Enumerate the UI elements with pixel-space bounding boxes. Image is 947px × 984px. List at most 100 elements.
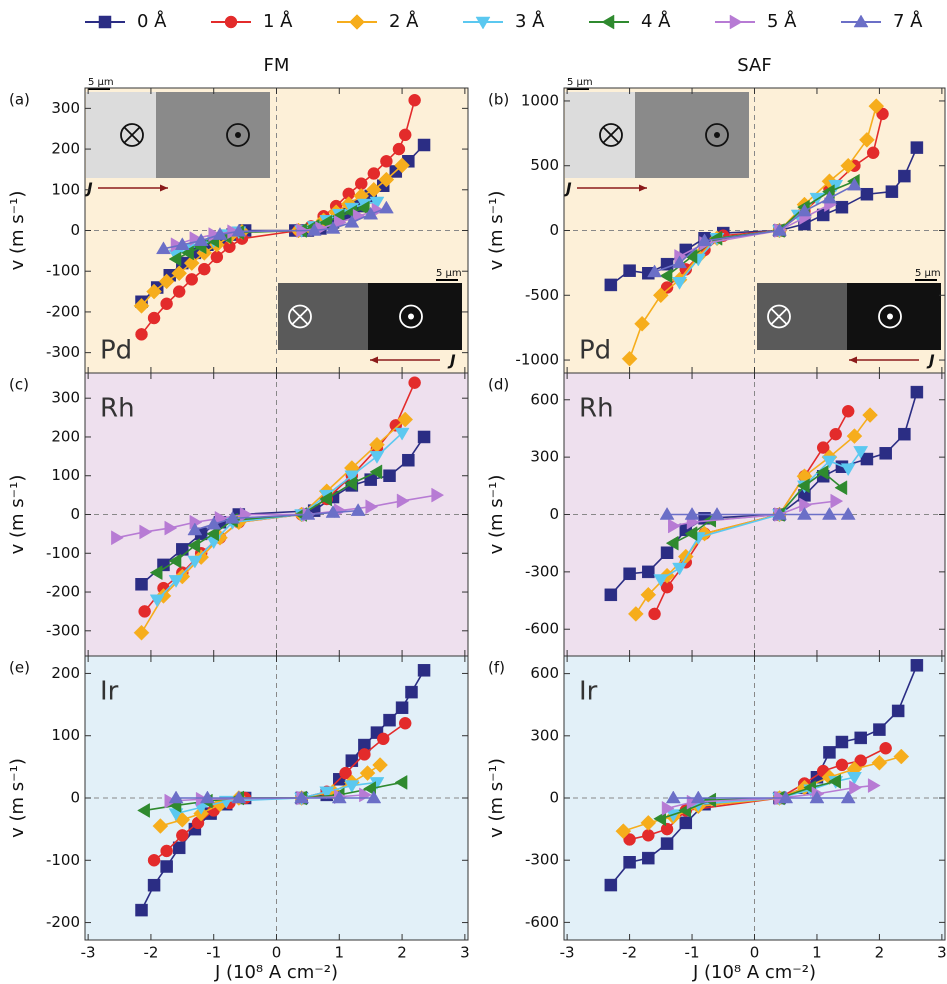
marker [653,574,669,588]
marker [910,385,924,399]
legend-marker [601,14,615,30]
legend-label: 0 Å [137,10,167,32]
marker [910,141,924,154]
marker [187,522,203,536]
material-label: Ir [100,677,119,707]
legend-marker [475,16,491,30]
panel: -300 -200 -100 0 100 200 300 v (m s⁻¹) (c) Rh [7,372,469,657]
marker [212,227,228,240]
marker [815,464,829,480]
marker [898,169,911,183]
current-label: J [926,352,935,370]
marker [172,841,186,855]
marker [772,223,787,236]
y-axis-label: v (m s⁻¹) [7,475,28,555]
marker [172,285,186,298]
column-title: SAF [737,55,771,76]
marker [325,505,341,518]
y-tick-label: 200 [51,664,80,682]
marker [672,562,687,576]
scale-label: 5 μm [915,268,941,279]
marker [709,507,725,520]
y-tick-label: 600 [530,664,559,682]
y-tick-label: -600 [525,913,559,931]
y-axis-label: v (m s⁻¹) [486,475,507,555]
marker [168,575,184,588]
marker [356,200,370,216]
marker [652,287,669,304]
marker [846,772,862,785]
symbol [399,304,423,329]
marker [183,255,200,271]
marker [822,455,837,469]
marker [383,469,396,482]
panel-label: (e) [9,659,30,677]
marker [862,407,878,423]
marker [319,786,335,800]
arrow-head [160,184,168,192]
y-tick-label: 500 [530,156,559,174]
marker [231,790,247,804]
marker [604,588,618,602]
symbol [714,132,720,138]
marker [840,463,856,477]
marker [168,790,184,804]
marker [383,713,396,727]
marker [623,833,636,846]
marker [367,167,381,180]
marker [772,507,787,520]
y-tick-label: -300 [525,851,559,869]
marker [135,578,148,591]
marker [378,200,394,214]
marker [797,507,812,520]
marker [642,565,655,579]
symbol [291,308,309,325]
marker [879,447,892,460]
marker [225,510,240,524]
marker [397,411,414,428]
marker [344,470,360,484]
current-label: J [563,180,572,198]
marker [822,190,837,204]
marker [187,538,201,553]
marker [149,594,165,608]
x-tick-label: -2 [143,944,158,962]
x-tick-label: -2 [622,944,637,962]
y-tick-label: 300 [530,448,559,466]
symbol [226,123,250,147]
scale-label: 5 μm [436,268,462,279]
y-tick-label: 100 [51,726,80,744]
marker [828,773,841,789]
marker [661,800,675,816]
marker [176,829,189,842]
marker [408,376,421,389]
marker [840,157,857,174]
marker [198,262,211,276]
marker [841,404,855,418]
legend-label: 4 Å [641,10,671,32]
marker [809,790,825,804]
marker [627,606,644,622]
marker [344,780,360,794]
marker [846,428,863,444]
legend-label: 3 Å [515,10,545,32]
marker [160,844,173,858]
panel-label: (a) [9,91,30,109]
marker [376,732,390,746]
marker [690,790,706,804]
marker [199,790,215,804]
marker [111,530,124,546]
x-tick-label: -3 [560,944,575,962]
marker [647,264,663,278]
y-tick-label: 0 [549,221,559,239]
marker [193,233,209,246]
symbol [599,123,623,147]
y-tick-label: -100 [46,851,80,869]
marker [405,685,418,699]
inset-domain [368,283,462,350]
x-tick-label: -1 [206,944,221,962]
inset-domain [847,283,941,350]
marker [898,427,911,441]
marker [408,93,421,107]
marker [893,748,910,765]
